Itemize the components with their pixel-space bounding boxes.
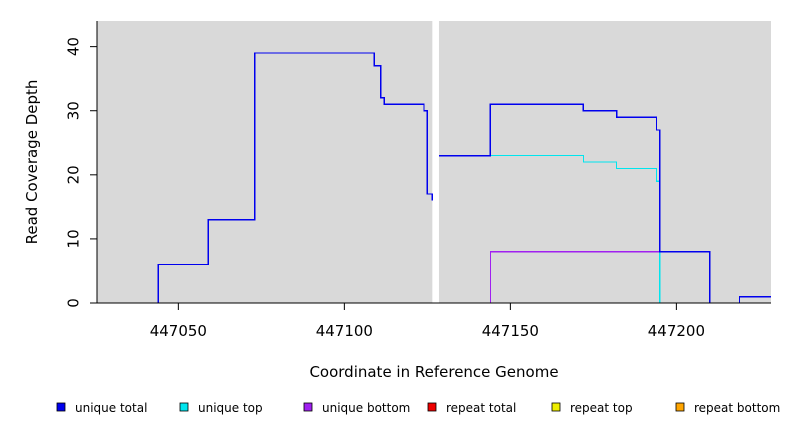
x-tick-label: 447200 bbox=[648, 322, 705, 340]
y-axis-label: Read Coverage Depth bbox=[23, 80, 41, 245]
axes-layer: 0 10 20 30 40 447050 447100 447150 447200 bbox=[65, 21, 771, 340]
legend-label: unique top bbox=[198, 401, 263, 415]
legend-item: repeat bottom bbox=[675, 401, 780, 415]
legend-label: unique total bbox=[75, 401, 147, 415]
legend-item: repeat total bbox=[427, 401, 516, 415]
legend: unique total unique top unique bottom repea… bbox=[56, 401, 780, 415]
legend-item: unique bottom bbox=[303, 401, 410, 415]
legend-swatch bbox=[675, 402, 685, 412]
legend-item: unique top bbox=[179, 401, 263, 415]
y-tick-label: 30 bbox=[65, 101, 83, 120]
legend-item: repeat top bbox=[551, 401, 633, 415]
y-tick-label: 20 bbox=[65, 165, 83, 184]
series-line-unique-total-0 bbox=[97, 52, 434, 304]
legend-swatch bbox=[427, 402, 437, 412]
legend-swatch bbox=[179, 402, 189, 412]
y-tick-label: 10 bbox=[65, 229, 83, 248]
legend-swatch bbox=[551, 402, 561, 412]
x-tick-label: 447150 bbox=[482, 322, 539, 340]
plot-background-left bbox=[97, 21, 433, 303]
x-tick-label: 447100 bbox=[316, 322, 373, 340]
y-tick-label: 0 bbox=[65, 298, 83, 308]
legend-swatch bbox=[303, 402, 313, 412]
legend-label: unique bottom bbox=[322, 401, 410, 415]
legend-label: repeat bottom bbox=[694, 401, 780, 415]
y-tick-label: 40 bbox=[65, 37, 83, 56]
legend-swatch bbox=[56, 402, 66, 412]
legend-label: repeat total bbox=[446, 401, 516, 415]
x-axis-label: Coordinate in Reference Genome bbox=[309, 363, 558, 381]
legend-item: unique total bbox=[56, 401, 147, 415]
legend-label: repeat top bbox=[570, 401, 633, 415]
x-tick-label: 447050 bbox=[150, 322, 207, 340]
